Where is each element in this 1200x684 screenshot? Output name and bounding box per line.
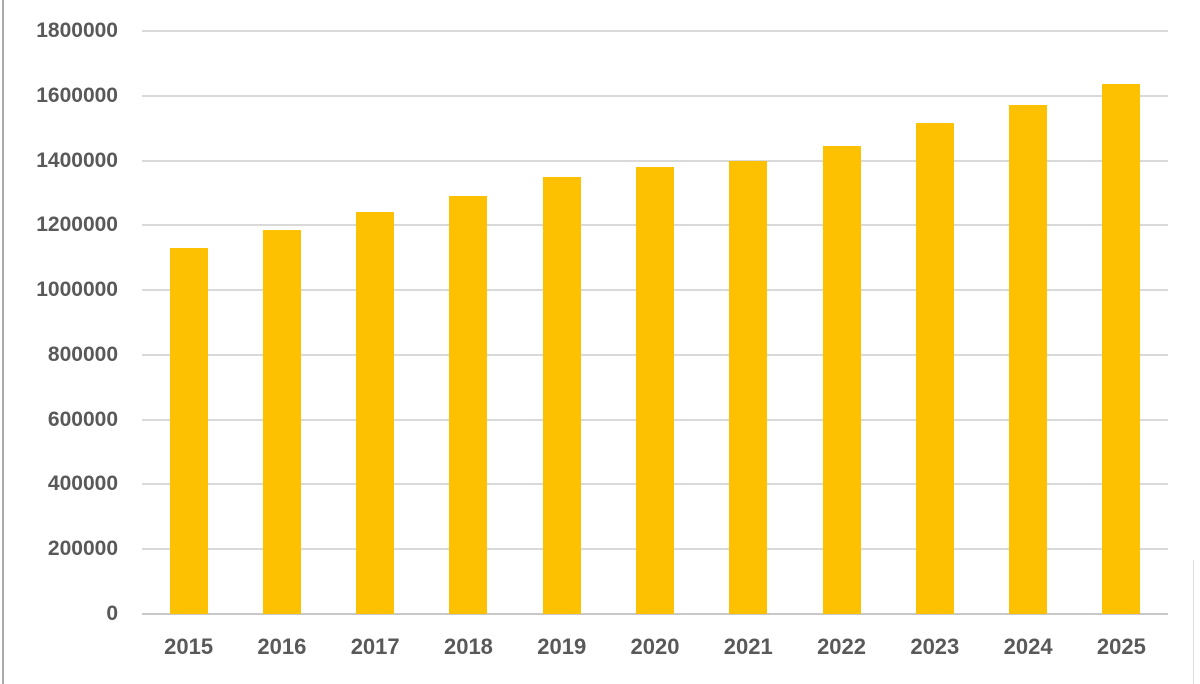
bar-2022 (822, 145, 861, 614)
y-axis-tick-label: 0 (106, 602, 118, 625)
screenshot-left-border (2, 0, 4, 684)
bar-2017 (356, 212, 395, 614)
bar-2025 (1102, 84, 1141, 614)
gridline (142, 30, 1168, 32)
gridline (142, 94, 1168, 97)
x-axis-tick-label: 2020 (630, 634, 680, 659)
x-axis-tick-label: 2024 (1003, 634, 1053, 659)
bar-2023 (915, 123, 954, 614)
y-axis-tick-label: 600000 (47, 407, 118, 431)
y-axis-tick-label: 400000 (47, 472, 118, 496)
x-axis-line (142, 613, 1168, 615)
x-axis-tick-label: 2023 (910, 634, 960, 659)
x-axis-tick-label: 2022 (817, 634, 867, 659)
bar-2021 (729, 160, 768, 614)
x-axis-tick-label: 2015 (164, 634, 214, 659)
bar-2020 (636, 167, 674, 614)
x-axis-tick-label: 2018 (443, 634, 493, 659)
x-axis-tick-label: 2025 (1096, 634, 1146, 659)
y-axis-tick-label: 800000 (47, 342, 118, 366)
y-axis-tick-label: 1600000 (36, 83, 118, 107)
bar-2015 (169, 248, 208, 614)
x-axis-tick-label: 2017 (350, 634, 400, 659)
bar-2019 (542, 176, 581, 614)
screenshot-right-border (1193, 560, 1194, 684)
gridline (142, 159, 1168, 162)
y-axis-tick-label: 1800000 (36, 19, 118, 42)
bar-2016 (262, 230, 301, 614)
x-axis-tick-label: 2019 (537, 634, 587, 659)
bar-2018 (449, 196, 488, 614)
y-axis-tick-label: 1200000 (36, 213, 118, 237)
x-axis-tick-label: 2016 (257, 634, 307, 659)
x-axis-tick-label: 2021 (723, 634, 773, 659)
y-axis-tick-label: 1400000 (36, 148, 118, 172)
y-axis-tick-label: 200000 (47, 537, 118, 561)
bar-2024 (1009, 105, 1048, 614)
y-axis-tick-label: 1000000 (36, 278, 118, 302)
